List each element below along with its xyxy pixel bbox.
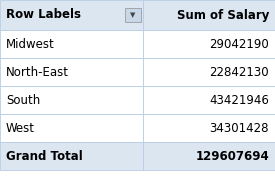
- Text: ▼: ▼: [130, 12, 136, 18]
- Text: South: South: [6, 94, 40, 107]
- Bar: [125, 8, 141, 22]
- Text: 22842130: 22842130: [209, 66, 269, 79]
- Text: 34301428: 34301428: [210, 122, 269, 135]
- Text: North-East: North-East: [6, 66, 69, 79]
- Text: 43421946: 43421946: [209, 94, 269, 107]
- Bar: [143, 86, 275, 114]
- Bar: [0, 58, 143, 86]
- Text: 129607694: 129607694: [195, 150, 269, 163]
- Bar: [0, 114, 143, 142]
- Bar: [0, 142, 143, 170]
- Text: West: West: [6, 122, 35, 135]
- Text: Row Labels: Row Labels: [6, 8, 81, 21]
- Bar: [0, 0, 143, 30]
- Bar: [143, 58, 275, 86]
- Text: 29042190: 29042190: [209, 38, 269, 51]
- Text: Sum of Salary: Sum of Salary: [177, 8, 269, 21]
- Text: Midwest: Midwest: [6, 38, 55, 51]
- Bar: [143, 30, 275, 58]
- Bar: [143, 142, 275, 170]
- Bar: [0, 30, 143, 58]
- Bar: [143, 114, 275, 142]
- Bar: [143, 0, 275, 30]
- Bar: [0, 86, 143, 114]
- Text: Grand Total: Grand Total: [6, 150, 83, 163]
